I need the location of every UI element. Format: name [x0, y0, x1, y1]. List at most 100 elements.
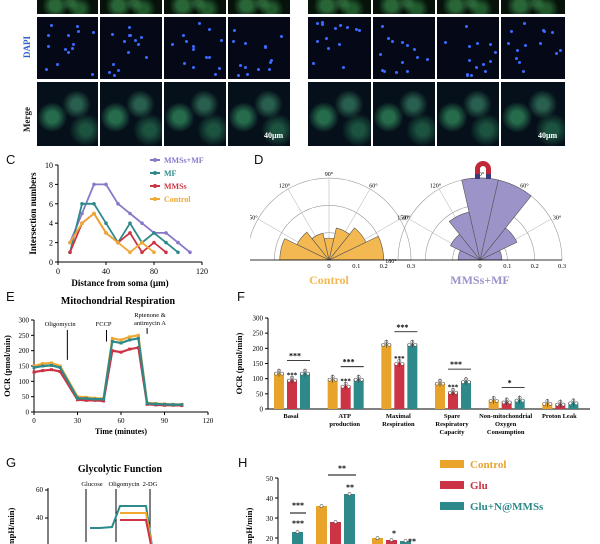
tile-green — [37, 0, 98, 14]
panel-letter-c: C — [6, 152, 16, 167]
data-point — [176, 240, 180, 245]
bar — [372, 538, 383, 544]
dapi-nucleus — [558, 48, 562, 52]
data-point — [68, 250, 72, 255]
dapi-nucleus — [466, 74, 470, 78]
data-point — [110, 339, 114, 343]
significance-label: *** — [343, 358, 355, 367]
bar — [287, 379, 297, 409]
y-tick-label: 4 — [49, 219, 53, 228]
legend-marker — [153, 197, 157, 201]
replicate-dot — [300, 371, 304, 376]
replicate-dot — [494, 399, 499, 403]
data-point — [128, 221, 132, 225]
dapi-nucleus — [551, 30, 555, 34]
replicate-dot — [488, 399, 493, 403]
dapi-nucleus — [312, 61, 316, 65]
bar — [435, 382, 445, 409]
y-tick-label: 250 — [19, 332, 30, 340]
polar-radial-label: 0.3 — [407, 263, 415, 270]
data-point — [92, 182, 96, 187]
replicate-dot — [403, 539, 408, 543]
dapi-nucleus — [341, 65, 345, 69]
polar-wedge — [328, 227, 350, 261]
dapi-nucleus — [358, 28, 362, 32]
y-tick-label: 50 — [266, 475, 274, 483]
data-point — [58, 366, 62, 370]
y-tick-label: 40 — [36, 514, 44, 522]
bar — [514, 399, 525, 409]
data-point — [140, 221, 144, 225]
dapi-nucleus — [321, 23, 325, 27]
dapi-nucleus — [129, 33, 133, 37]
dapi-nucleus — [191, 47, 195, 51]
data-point — [104, 182, 108, 187]
series-line — [90, 505, 153, 544]
legend-swatch — [440, 460, 464, 468]
legend-label: MF — [164, 169, 177, 178]
bar — [344, 494, 355, 544]
legend-marker — [153, 184, 157, 188]
y-tick-label: 10 — [45, 161, 53, 170]
significance-label: *** — [394, 355, 405, 363]
dapi-nucleus — [387, 37, 391, 41]
dapi-nucleus — [488, 59, 492, 63]
data-point — [102, 397, 106, 401]
dapi-nucleus — [45, 68, 49, 72]
replicate-dot — [319, 504, 324, 508]
dapi-nucleus — [391, 40, 395, 44]
data-point — [58, 370, 62, 374]
replicate-dot — [501, 400, 506, 405]
dapi-nucleus — [218, 67, 222, 71]
bar — [461, 381, 471, 409]
tile-merge — [100, 82, 162, 146]
y-tick-label: 6 — [49, 200, 53, 209]
replicate-dot — [514, 398, 519, 403]
y-tick-label: 60 — [36, 486, 44, 494]
polar-title: MMSs+MF — [450, 273, 510, 287]
x-tick-label: 30 — [74, 417, 82, 425]
replicate-dot — [407, 342, 412, 347]
bar — [274, 372, 284, 409]
polar-angle-label: 150° — [397, 215, 409, 222]
x-tick-label: 120 — [203, 417, 214, 425]
replicate-dot — [520, 398, 525, 403]
replicate-dot — [293, 378, 297, 383]
data-point — [93, 397, 97, 401]
replicate-dot — [333, 377, 338, 382]
dapi-nucleus — [355, 28, 359, 32]
y-tick-label: 300 — [19, 317, 30, 325]
glycolytic-line-chart: Glycolytic Function 60 40 (mpH/min) Glucose O… — [6, 464, 163, 544]
y-tick-label: 50 — [256, 390, 264, 398]
dapi-nucleus — [192, 44, 196, 48]
dapi-nucleus — [464, 25, 468, 29]
dapi-nucleus — [263, 44, 267, 48]
tile-merge — [373, 82, 435, 146]
tile-green — [501, 0, 565, 14]
y-tick-label: 100 — [253, 375, 264, 383]
y-tick-label: 2 — [49, 239, 53, 248]
dapi-nucleus — [269, 60, 273, 64]
data-point — [119, 350, 123, 354]
polar-angle-label: 150° — [250, 215, 258, 222]
bar — [381, 343, 392, 409]
annotation-label: FCCP — [96, 321, 112, 328]
respiration-line-chart: Mitochondrial Respiration 0 30 60 90 120 0 50 10… — [2, 296, 214, 436]
dapi-nucleus — [214, 73, 218, 77]
replicate-dot — [306, 371, 310, 376]
data-point — [116, 202, 120, 206]
data-point — [128, 347, 132, 351]
replicate-dot — [333, 520, 338, 524]
data-point — [102, 399, 106, 403]
dapi-nucleus — [522, 70, 526, 73]
replicate-dot — [441, 381, 445, 386]
panel-letter-d: D — [254, 152, 264, 167]
polar-title: Control — [309, 273, 349, 287]
magnet-icon — [475, 161, 491, 179]
dapi-nucleus — [136, 42, 140, 46]
data-point — [136, 336, 140, 340]
polar-angle-label: 90° — [325, 171, 334, 178]
data-point — [164, 240, 168, 245]
data-point — [171, 403, 175, 407]
